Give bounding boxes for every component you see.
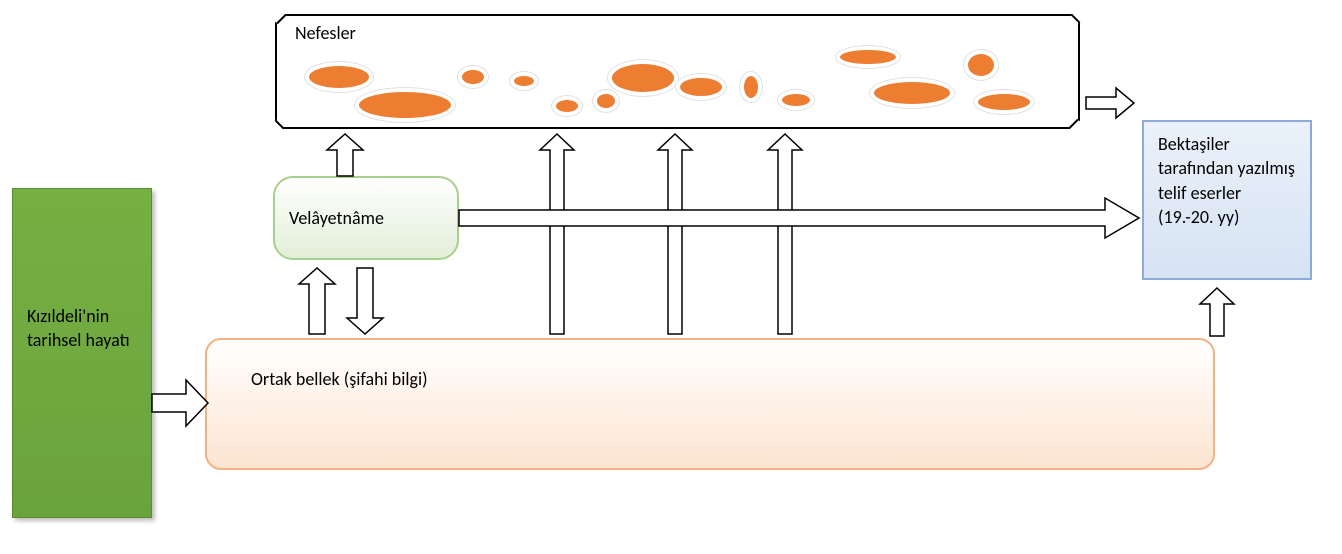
arrow-velayet-up xyxy=(299,268,335,334)
arrow-nefesler-to-blue xyxy=(1086,88,1134,118)
label-ortak-bellek: Ortak bellek (şifahi bilgi) xyxy=(251,368,428,390)
blob xyxy=(676,74,726,100)
box-kizildeli-life: Kızıldeli'nin tarihsel hayatı xyxy=(12,188,152,518)
label-velayetname: Velâyetnâme xyxy=(289,207,384,229)
box-bektasiler: Bektaşiler tarafından yazılmış telif ese… xyxy=(1142,120,1312,280)
blob xyxy=(510,72,538,90)
blob xyxy=(305,62,373,92)
blob xyxy=(974,90,1034,114)
arrow-velayet-to-blue xyxy=(459,198,1139,238)
label-nefesler: Nefesler xyxy=(295,22,356,44)
box-ortak-bellek: Ortak bellek (şifahi bilgi) xyxy=(205,338,1215,470)
arrow-velayet-to-nefesler xyxy=(327,134,363,176)
blob xyxy=(355,88,455,122)
label-bektasiler: Bektaşiler tarafından yazılmış telif ese… xyxy=(1158,132,1296,229)
blob xyxy=(964,50,998,80)
blob xyxy=(608,60,678,96)
blob xyxy=(552,96,582,116)
arrow-orange-to-blue xyxy=(1200,288,1234,336)
blob xyxy=(740,72,762,102)
label-kizildeli-life: Kızıldeli'nin tarihsel hayatı xyxy=(27,304,137,353)
arrow-velayet-down xyxy=(347,268,383,334)
blob xyxy=(836,46,900,68)
blob xyxy=(870,78,954,108)
arrow-green-to-orange xyxy=(152,380,208,426)
box-velayetname: Velâyetnâme xyxy=(273,176,459,260)
blob xyxy=(593,90,619,112)
blob xyxy=(778,90,814,110)
blob xyxy=(458,66,488,88)
